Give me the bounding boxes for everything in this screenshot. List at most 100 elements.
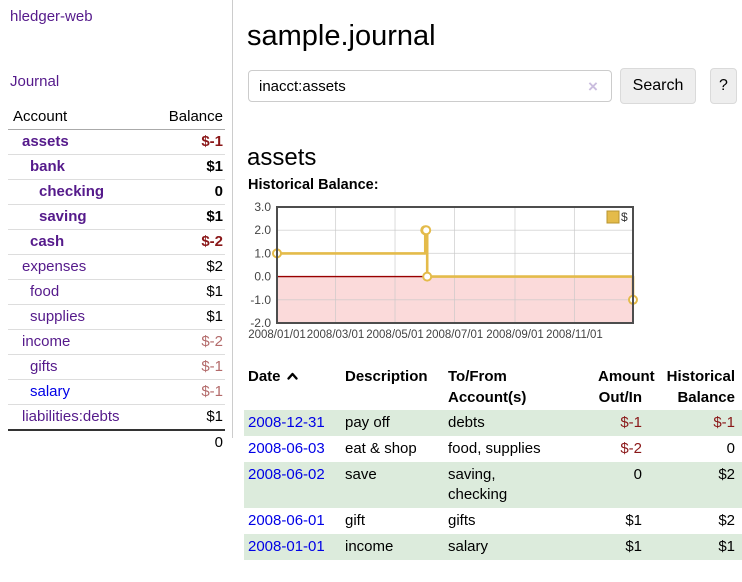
account-balance: $2 (148, 254, 225, 280)
transaction-accounts: saving, checking (448, 466, 508, 503)
account-row: checking 0 (8, 179, 225, 205)
transaction-accounts: debts (448, 414, 485, 431)
account-link-cash[interactable]: cash (30, 233, 65, 250)
account-row: liabilities:debts $1 (8, 404, 225, 431)
svg-text:3.0: 3.0 (254, 200, 271, 214)
svg-text:2008/03/01: 2008/03/01 (307, 329, 365, 341)
transaction-date-link[interactable]: 2008-06-02 (248, 466, 325, 483)
account-balance: $1 (148, 279, 225, 305)
transaction-date-link[interactable]: 2008-06-03 (248, 440, 325, 457)
transaction-date-link[interactable]: 2008-12-31 (248, 414, 325, 431)
account-heading: assets (247, 143, 317, 171)
account-balance: $1 (148, 204, 225, 230)
account-link-expenses[interactable]: expenses (22, 258, 87, 275)
transaction-row: 2008-12-31 pay off debts $-1 $-1 (244, 410, 742, 436)
accounts-table: Account Balance assets $-1 bank $1 check… (8, 104, 225, 455)
svg-text:2008/09/01: 2008/09/01 (486, 329, 544, 341)
account-link-salary[interactable]: salary (30, 383, 71, 400)
transaction-accounts: food, supplies (448, 440, 541, 457)
register-table: Date Description To/From Account(s) Amou… (244, 364, 742, 560)
transaction-amount: $1 (625, 538, 642, 555)
account-balance: $-1 (148, 354, 225, 380)
date-header-label: Date (248, 368, 281, 385)
account-row: supplies $1 (8, 304, 225, 330)
svg-text:-1.0: -1.0 (250, 293, 271, 307)
register-header-row: Date Description To/From Account(s) Amou… (244, 364, 742, 410)
transaction-balance: 0 (726, 440, 735, 457)
account-balance: $1 (148, 154, 225, 180)
transaction-row: 2008-06-01 gift gifts $1 $2 (244, 508, 742, 534)
accounts-header-row: Account Balance (8, 104, 225, 130)
account-row: food $1 (8, 279, 225, 305)
account-balance: $1 (148, 404, 225, 431)
account-balance: $-2 (148, 329, 225, 355)
svg-text:-2.0: -2.0 (250, 316, 271, 330)
account-balance: $1 (148, 304, 225, 330)
clear-search-icon[interactable]: × (588, 77, 598, 96)
account-link-food[interactable]: food (30, 283, 60, 300)
account-balance: $-2 (148, 229, 225, 255)
brand-link[interactable]: hledger-web (10, 8, 93, 25)
register-header-description: Description (345, 368, 428, 385)
svg-text:2008/01/01: 2008/01/01 (248, 329, 306, 341)
svg-text:2.0: 2.0 (254, 223, 271, 237)
account-link-saving[interactable]: saving (39, 208, 87, 225)
transaction-description: income (345, 538, 394, 555)
transaction-description: eat & shop (345, 440, 417, 457)
transaction-amount: $-2 (620, 440, 642, 457)
account-balance: $-1 (148, 379, 225, 405)
register-header-accounts: To/From Account(s) (448, 368, 527, 406)
transaction-balance: $1 (718, 538, 735, 555)
transaction-date-link[interactable]: 2008-06-01 (248, 512, 325, 529)
account-row: cash $-2 (8, 229, 225, 255)
account-link-income[interactable]: income (22, 333, 71, 350)
accounts-header-account: Account (8, 104, 149, 130)
transaction-row: 2008-01-01 income salary $1 $1 (244, 534, 742, 560)
accounts-header-balance: Balance (148, 104, 225, 130)
account-balance: $-1 (148, 129, 225, 155)
help-button[interactable]: ? (710, 68, 737, 104)
account-balance: 0 (148, 179, 225, 205)
account-row: income $-2 (8, 329, 225, 355)
transaction-row: 2008-06-02 save saving, checking 0 $2 (244, 462, 742, 508)
account-link-bank[interactable]: bank (30, 158, 66, 175)
register-header-amount: Amount Out/In (598, 368, 655, 406)
search-button[interactable]: Search (620, 68, 696, 104)
transaction-description: gift (345, 512, 366, 529)
svg-text:2008/11/01: 2008/11/01 (546, 329, 603, 341)
chart-title: Historical Balance: (248, 177, 379, 193)
transaction-accounts: gifts (448, 512, 476, 529)
account-row: assets $-1 (8, 129, 225, 155)
account-link-checking[interactable]: checking (39, 183, 105, 200)
account-row: gifts $-1 (8, 354, 225, 380)
account-link-supplies[interactable]: supplies (30, 308, 86, 325)
transaction-balance: $2 (718, 466, 735, 483)
account-link-liabilities-debts[interactable]: liabilities:debts (22, 408, 120, 425)
transaction-date-link[interactable]: 2008-01-01 (248, 538, 325, 555)
svg-text:2008/05/01: 2008/05/01 (366, 329, 424, 341)
svg-text:0.0: 0.0 (254, 270, 271, 284)
account-link-assets[interactable]: assets (22, 133, 69, 150)
transaction-balance: $-1 (713, 414, 735, 431)
sidebar-divider (232, 0, 233, 438)
page-title: sample.journal (247, 20, 436, 53)
svg-text:$: $ (621, 210, 628, 224)
transaction-amount: $1 (625, 512, 642, 529)
transaction-amount: 0 (633, 466, 642, 483)
svg-text:1.0: 1.0 (254, 246, 271, 260)
register-header-date[interactable]: Date (244, 364, 341, 410)
account-row: expenses $2 (8, 254, 225, 280)
register-header-balance: Historical Balance (666, 368, 735, 406)
account-row: bank $1 (8, 154, 225, 180)
account-row: saving $1 (8, 204, 225, 230)
account-link-gifts[interactable]: gifts (30, 358, 58, 375)
accounts-total-value: 0 (148, 429, 225, 455)
svg-text:2008/07/01: 2008/07/01 (426, 329, 484, 341)
transaction-balance: $2 (718, 512, 735, 529)
transaction-description: save (345, 466, 377, 483)
search-input[interactable] (248, 70, 612, 102)
transaction-description: pay off (345, 414, 390, 431)
sidebar-item-journal[interactable]: Journal (10, 73, 60, 90)
